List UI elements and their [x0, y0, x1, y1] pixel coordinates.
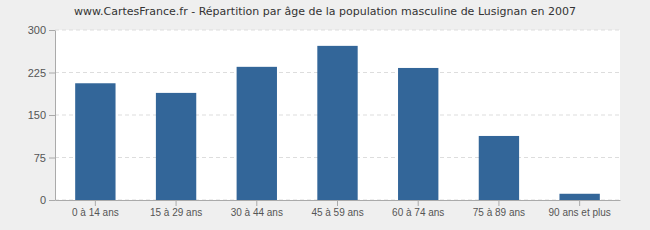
x-tick-mark: [498, 200, 499, 206]
y-tick-label: 225: [28, 67, 46, 79]
x-tick-label: 60 à 74 ans: [392, 207, 444, 218]
background: [0, 0, 650, 230]
x-tick: 0 à 14 ans: [72, 200, 119, 218]
y-tick-mark: [49, 30, 55, 31]
x-tick-mark: [418, 200, 419, 206]
y-tick-mark: [49, 73, 55, 74]
x-tick: 15 à 29 ans: [150, 200, 202, 218]
y-tick-label: 150: [28, 109, 46, 121]
grid-line: [55, 30, 620, 31]
y-tick: 225: [28, 67, 55, 79]
plot: 0 75 150 225 300 0 à 14 ans 15 à 29 ans 30 à 44…: [28, 24, 621, 218]
x-tick: 45 à 59 ans: [311, 200, 363, 218]
bars: [75, 46, 600, 200]
x-axis: 0 à 14 ans 15 à 29 ans 30 à 44 ans 45 à 59 …: [56, 200, 621, 218]
bar: [398, 68, 438, 200]
x-tick-label: 45 à 59 ans: [311, 207, 363, 218]
x-tick: 90 ans et plus: [549, 200, 611, 218]
x-tick-mark: [176, 200, 177, 206]
y-axis: 0 75 150 225 300: [28, 24, 56, 206]
bar: [317, 46, 357, 200]
y-tick-mark: [49, 158, 55, 159]
bar: [156, 93, 196, 200]
y-tick-label: 300: [28, 24, 46, 36]
bar: [75, 83, 115, 200]
bar: [237, 67, 277, 200]
x-tick: 30 à 44 ans: [231, 200, 283, 218]
title: www.CartesFrance.fr - Répartition par âg…: [74, 5, 576, 18]
y-axis-line: [55, 31, 56, 201]
grid: [55, 30, 620, 200]
chart: www.CartesFrance.fr - Répartition par âg…: [0, 0, 650, 230]
y-tick-mark: [49, 200, 55, 201]
y-tick-label: 75: [34, 152, 46, 164]
x-tick-mark: [256, 200, 257, 206]
x-tick-mark: [337, 200, 338, 206]
y-tick: 75: [34, 152, 55, 164]
y-tick: 300: [28, 24, 55, 36]
x-tick-mark: [579, 200, 580, 206]
bar: [479, 136, 519, 200]
x-tick-label: 30 à 44 ans: [231, 207, 283, 218]
y-tick: 0: [40, 194, 55, 206]
x-tick-mark: [95, 200, 96, 206]
x-tick-label: 75 à 89 ans: [473, 207, 525, 218]
x-tick-label: 15 à 29 ans: [150, 207, 202, 218]
y-tick-label: 0: [40, 194, 46, 206]
plot-area: [55, 30, 620, 200]
x-tick-label: 0 à 14 ans: [72, 207, 119, 218]
x-tick: 60 à 74 ans: [392, 200, 444, 218]
bar: [559, 194, 599, 200]
y-tick: 150: [28, 109, 55, 121]
x-tick-label: 90 ans et plus: [549, 207, 611, 218]
y-tick-mark: [49, 115, 55, 116]
x-tick: 75 à 89 ans: [473, 200, 525, 218]
